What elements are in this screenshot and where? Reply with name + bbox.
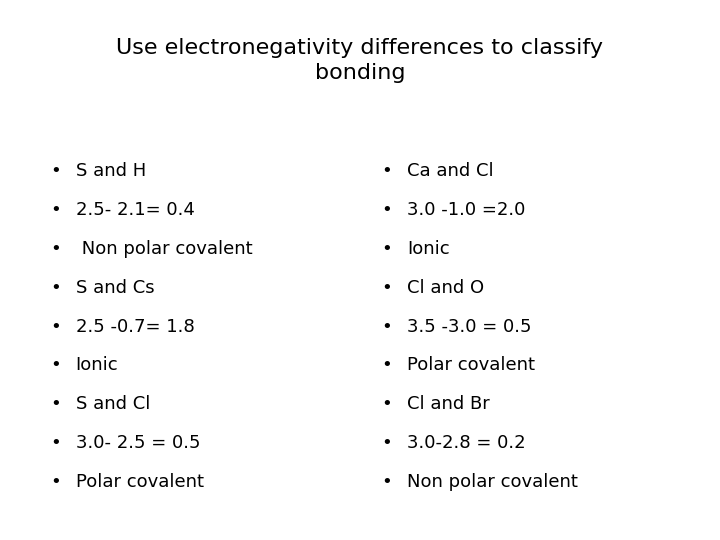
Text: •: •	[50, 473, 61, 491]
Text: Polar covalent: Polar covalent	[407, 356, 535, 374]
Text: •: •	[50, 395, 61, 413]
Text: Non polar covalent: Non polar covalent	[76, 240, 252, 258]
Text: •: •	[50, 279, 61, 296]
Text: 2.5- 2.1= 0.4: 2.5- 2.1= 0.4	[76, 201, 194, 219]
Text: Ca and Cl: Ca and Cl	[407, 162, 493, 180]
Text: •: •	[50, 356, 61, 374]
Text: S and H: S and H	[76, 162, 146, 180]
Text: •: •	[382, 240, 392, 258]
Text: •: •	[50, 434, 61, 452]
Text: 3.0-2.8 = 0.2: 3.0-2.8 = 0.2	[407, 434, 526, 452]
Text: Ionic: Ionic	[76, 356, 118, 374]
Text: S and Cs: S and Cs	[76, 279, 154, 296]
Text: Polar covalent: Polar covalent	[76, 473, 204, 491]
Text: Non polar covalent: Non polar covalent	[407, 473, 577, 491]
Text: •: •	[382, 395, 392, 413]
Text: 3.5 -3.0 = 0.5: 3.5 -3.0 = 0.5	[407, 318, 531, 335]
Text: •: •	[382, 434, 392, 452]
Text: •: •	[382, 473, 392, 491]
Text: •: •	[382, 162, 392, 180]
Text: •: •	[382, 318, 392, 335]
Text: Ionic: Ionic	[407, 240, 449, 258]
Text: •: •	[50, 318, 61, 335]
Text: Use electronegativity differences to classify
bonding: Use electronegativity differences to cla…	[117, 38, 603, 83]
Text: Cl and Br: Cl and Br	[407, 395, 490, 413]
Text: 3.0- 2.5 = 0.5: 3.0- 2.5 = 0.5	[76, 434, 200, 452]
Text: •: •	[50, 201, 61, 219]
Text: •: •	[50, 162, 61, 180]
Text: 2.5 -0.7= 1.8: 2.5 -0.7= 1.8	[76, 318, 194, 335]
Text: •: •	[50, 240, 61, 258]
Text: 3.0 -1.0 =2.0: 3.0 -1.0 =2.0	[407, 201, 525, 219]
Text: •: •	[382, 201, 392, 219]
Text: •: •	[382, 279, 392, 296]
Text: S and Cl: S and Cl	[76, 395, 150, 413]
Text: •: •	[382, 356, 392, 374]
Text: Cl and O: Cl and O	[407, 279, 484, 296]
